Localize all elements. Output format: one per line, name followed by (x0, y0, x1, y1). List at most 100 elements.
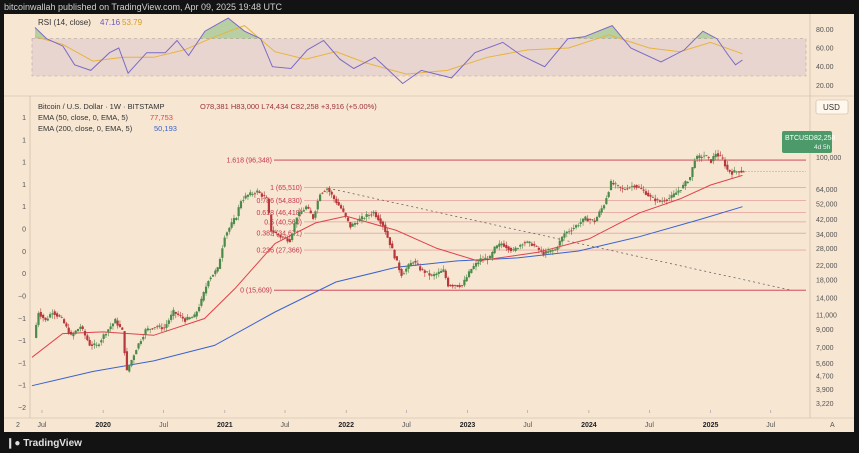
candle-body (533, 243, 536, 246)
candle-body (90, 344, 94, 346)
candle-body (300, 211, 303, 214)
candle-body (444, 270, 447, 278)
candle-body (619, 186, 622, 188)
price-tick-label: 42,000 (816, 217, 838, 224)
candle-body (498, 243, 501, 247)
candle-body (325, 188, 329, 190)
candle-body (209, 277, 212, 280)
candle-body (102, 334, 105, 339)
price-axis: 100,000 64,000 52,000 42,000 34,000 28,000 22,… (816, 155, 841, 408)
candle-body (328, 188, 331, 192)
rsi-band (31, 38, 807, 77)
candle-body (200, 298, 203, 306)
candle-body (474, 262, 478, 267)
candle-body (132, 355, 136, 360)
candle-body (702, 155, 706, 157)
candle-body (549, 250, 552, 253)
candle-body (107, 329, 110, 332)
candle-body (309, 210, 312, 214)
candle-body (393, 249, 396, 259)
candle-body (677, 190, 680, 193)
candle-body (263, 195, 266, 197)
candle-body (35, 324, 38, 338)
candle-body (682, 184, 685, 189)
time-tick-label: Jul (37, 422, 46, 429)
candle-body (363, 218, 366, 219)
candle-body (723, 159, 727, 167)
candle-body (733, 170, 736, 173)
candle-body (477, 262, 480, 265)
candle-body (668, 197, 671, 199)
ema200-value: 50,193 (154, 124, 177, 133)
rsi-ticks: 80.00 60.00 40.00 20.00 (816, 27, 834, 90)
price-tick-label: 100,000 (816, 155, 841, 162)
candle-body (265, 197, 268, 198)
candle-body (540, 249, 543, 251)
currency-button[interactable] (815, 99, 849, 115)
candle-body (491, 251, 494, 258)
candle-body (100, 340, 103, 343)
candle-body (135, 350, 138, 355)
candle-body (149, 328, 152, 330)
candle-body (130, 360, 133, 366)
left-axis-label: −1 (18, 360, 26, 367)
fib-label: 0.618 (46,418) (256, 210, 302, 217)
candle-body (472, 265, 475, 269)
candle-body (218, 259, 222, 269)
candle-body (728, 169, 731, 172)
candle-body (412, 262, 415, 264)
symbol-title: Bitcoin / U.S. Dollar · 1W · BITSTAMP (38, 102, 165, 111)
candle-body (142, 336, 145, 340)
candle-body (291, 233, 294, 240)
candle-body (693, 160, 696, 168)
candle-body (672, 193, 675, 197)
candle-body (605, 198, 608, 205)
candle-body (628, 187, 631, 189)
candle-body (449, 284, 452, 287)
candle-body (426, 271, 429, 273)
candle-body (523, 242, 526, 244)
candle-body (558, 240, 561, 246)
candle-body (237, 207, 240, 217)
candle-body (235, 217, 238, 221)
left-axis-label: −1 (18, 316, 26, 323)
candle-body (388, 237, 392, 246)
currency-label: USD (823, 103, 840, 112)
rsi-tick-label: 80.00 (816, 27, 834, 34)
candle-body (689, 177, 692, 181)
candle-body (563, 233, 566, 238)
candle-body (104, 334, 108, 336)
price-tick-label: 52,000 (816, 202, 838, 209)
candle-body (419, 266, 422, 271)
candle-body (509, 247, 513, 252)
fib-label: 1 (65,510) (270, 185, 302, 192)
publish-header: bitcoinwallah published on TradingView.c… (0, 0, 859, 14)
candle-body (544, 251, 547, 254)
price-tick-label: 18,000 (816, 277, 838, 284)
chart-svg: 80.00 60.00 40.00 20.00 RSI (14, close) 47.… (4, 14, 854, 429)
candle-body (386, 230, 389, 238)
time-axis: Jul 2020 Jul 2021 Jul 2022 Jul 2023 Jul 2024 Jul 20… (4, 410, 854, 429)
time-tick-label: 2023 (460, 422, 476, 429)
candle-body (737, 171, 741, 173)
candle-body (284, 237, 287, 239)
candle-body (204, 286, 208, 294)
candle-body (256, 190, 259, 193)
rsi-value-1: 47.16 (100, 18, 121, 27)
candle-body (409, 262, 412, 267)
candle-body (49, 314, 52, 318)
price-tick-label: 22,000 (816, 263, 838, 270)
candle-body (216, 267, 219, 272)
candle-body (97, 344, 101, 346)
fib-label: 0.5 (40,560) (264, 219, 302, 226)
candle-body (76, 329, 80, 332)
candle-body (519, 244, 522, 247)
price-tick-label: 64,000 (816, 187, 838, 194)
candle-body (251, 194, 254, 195)
rsi-label: RSI (14, close) (38, 18, 91, 27)
candle-body (730, 171, 734, 175)
price-tick-label: 14,000 (816, 295, 838, 302)
candle-body (160, 327, 163, 330)
candle-body (377, 215, 380, 221)
price-tag (782, 131, 832, 153)
